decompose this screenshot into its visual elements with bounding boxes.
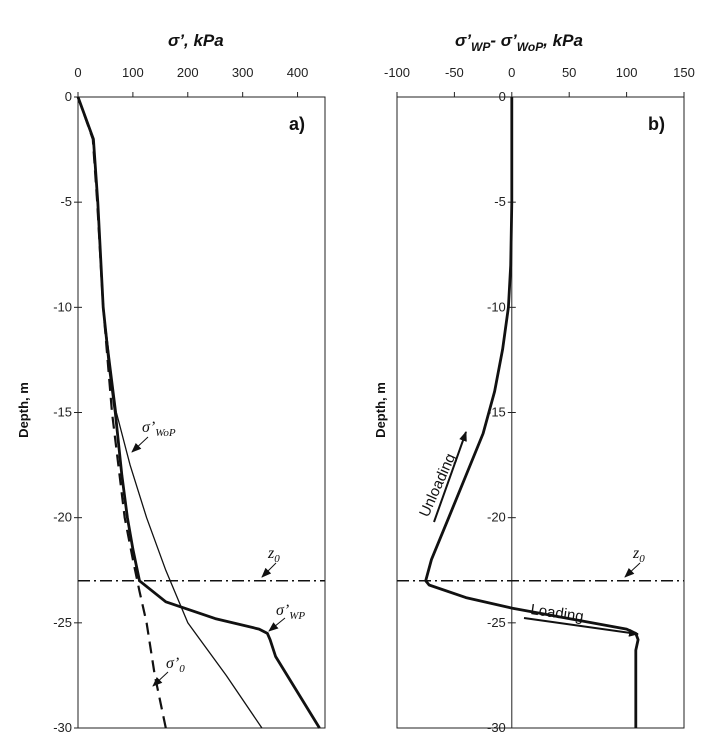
panel-label-b: b) xyxy=(648,114,665,134)
y-tick-label: -30 xyxy=(487,720,506,735)
annotation-arrow-z0-a xyxy=(261,562,277,578)
y-tick-label: -20 xyxy=(487,510,506,525)
y-ticks-b: 0 -5 -10 -15 -20 -25 -30 xyxy=(487,89,516,735)
x-ticks-b: -100 -50 0 50 100 150 xyxy=(384,65,695,97)
x-tick-label: 200 xyxy=(177,65,199,80)
panel-b: -100 -50 0 50 100 150 0 -5 -10 -15 -20 -25 -30 σ’WP… xyxy=(373,31,695,735)
y-tick-label: -15 xyxy=(53,405,72,420)
x-tick-label: 300 xyxy=(232,65,254,80)
annotation-arrow-0 xyxy=(152,671,169,687)
y-tick-label: -10 xyxy=(487,299,506,314)
x-axis-title-b: σ’WP- σ’WoP, kPa xyxy=(455,31,583,54)
y-tick-label: 0 xyxy=(499,89,506,104)
y-tick-label: -5 xyxy=(494,194,506,209)
y-tick-label: -25 xyxy=(487,615,506,630)
x-tick-label: 400 xyxy=(287,65,309,80)
series-line-a-1 xyxy=(77,96,263,729)
annotation-arrow-unloading xyxy=(433,431,467,523)
annotation-sigma-wop: σ’WoP xyxy=(142,419,176,439)
annotation-arrow-wp xyxy=(268,617,286,632)
y-tick-label: -30 xyxy=(53,720,72,735)
annotation-arrow-loading xyxy=(523,617,639,637)
annotation-arrow-wop xyxy=(131,436,149,453)
x-tick-label: 0 xyxy=(74,65,81,80)
annotation-z0-b: z0 xyxy=(632,545,645,565)
series-lines-a xyxy=(76,96,325,729)
y-tick-label: -15 xyxy=(487,405,506,420)
x-ticks-a: 0 100 200 300 400 xyxy=(74,65,308,97)
series-line-a-0 xyxy=(76,96,321,729)
x-tick-label: 100 xyxy=(616,65,638,80)
y-ticks-a: 0 -5 -10 -15 -20 -25 -30 xyxy=(53,89,82,735)
annotation-arrow-z0-b xyxy=(624,562,641,578)
annotation-sigma-0: σ’0 xyxy=(166,655,185,675)
y-tick-label: 0 xyxy=(65,89,72,104)
panel-label-a: a) xyxy=(289,114,305,134)
panel-a: 0 100 200 300 400 0 -5 -10 -15 -20 -25 -30 σ’, kPa… xyxy=(16,31,326,735)
x-axis-title-a: σ’, kPa xyxy=(168,31,224,50)
x-tick-label: 100 xyxy=(122,65,144,80)
x-tick-label: 150 xyxy=(673,65,695,80)
x-tick-label: -100 xyxy=(384,65,410,80)
series-line-a-2 xyxy=(76,96,167,729)
series-lines-b xyxy=(397,97,684,728)
annotation-sigma-wp: σ’WP xyxy=(276,602,305,622)
y-axis-title-b: Depth, m xyxy=(373,382,388,438)
x-tick-label: -50 xyxy=(445,65,464,80)
y-tick-label: -20 xyxy=(53,510,72,525)
x-tick-label: 50 xyxy=(562,65,576,80)
series-line-b-0 xyxy=(424,97,640,728)
y-tick-label: -10 xyxy=(53,299,72,314)
annotation-z0-a: z0 xyxy=(267,545,280,565)
y-axis-title-a: Depth, m xyxy=(16,382,31,438)
plot-frame-b xyxy=(396,96,685,729)
y-tick-label: -5 xyxy=(60,194,72,209)
y-tick-label: -25 xyxy=(53,615,72,630)
x-tick-label: 0 xyxy=(508,65,515,80)
